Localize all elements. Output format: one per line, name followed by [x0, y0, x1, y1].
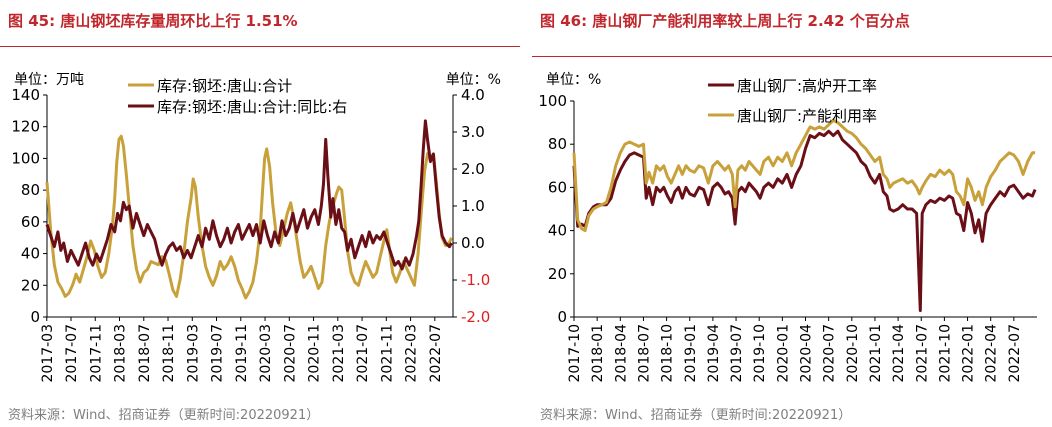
x-tick-label: 2021-11 [379, 324, 395, 383]
y-tick-label: 20 [548, 265, 567, 283]
y2-tick-label: 4.0 [461, 86, 485, 104]
x-tick-label: 2020-11 [307, 324, 323, 383]
y2-tick-label: 0.0 [461, 234, 485, 252]
y-tick-label: 120 [11, 118, 40, 136]
series-line-1 [572, 129, 1037, 312]
x-tick-label: 2022-03 [404, 324, 420, 383]
source-note: 资料来源：Wind、招商证券（更新时间:20220921） [8, 408, 320, 423]
x-tick-label: 2021-07 [914, 324, 930, 383]
title-rule [532, 56, 1052, 57]
y-tick-label: 0 [30, 308, 40, 326]
x-tick-label: 2022-04 [984, 324, 1000, 383]
x-tick-label: 2019-10 [752, 324, 768, 383]
right-axis-unit: 单位：% [446, 72, 501, 88]
y-tick-label: 40 [21, 245, 40, 263]
figure-title: 图 45: 唐山钢坯库存量周环比上行 1.51% [8, 12, 298, 30]
x-tick-label: 2020-04 [799, 324, 815, 383]
y2-tick-label: 1.0 [461, 197, 485, 215]
x-tick-label: 2021-07 [355, 324, 371, 383]
y-tick-label: 60 [21, 213, 40, 231]
left-axis-unit: 单位：% [546, 72, 601, 88]
chart-panel-left: 图 45: 唐山钢坯库存量周环比上行 1.51% 单位：万吨 单位：% 0 20 40 6… [0, 0, 520, 427]
x-tick-label: 2019-01 [683, 324, 699, 383]
x-tick-label: 2018-03 [113, 324, 129, 383]
x-tick-label: 2017-11 [88, 324, 104, 383]
x-tick-label: 2017-07 [64, 324, 80, 383]
x-tick-label: 2019-04 [706, 324, 722, 383]
series-line-2 [45, 119, 453, 271]
y-tick-label: 100 [538, 92, 567, 110]
x-tick-label: 2021-10 [937, 324, 953, 383]
x-tick-label: 2017-10 [567, 324, 583, 383]
source-note: 资料来源：Wind、招商证券（更新时间:20220921） [540, 408, 852, 423]
x-tick-label: 2022-01 [961, 324, 977, 383]
x-tick-label: 2020-10 [845, 324, 861, 383]
x-tick-label: 2022-07 [1007, 324, 1023, 383]
chart-panel-right: 图 46: 唐山钢厂产能利用率较上周上行 2.42 个百分点 单位：% 0 20 40… [532, 0, 1052, 427]
y-tick-label: 100 [11, 149, 40, 167]
y-tick-label: 80 [21, 181, 40, 199]
left-axis-unit: 单位：万吨 [14, 72, 84, 88]
x-tick-label: 2020-07 [282, 324, 298, 383]
x-tick-label: 2021-01 [868, 324, 884, 383]
x-tick-label: 2018-10 [660, 324, 676, 383]
x-tick-label: 2020-03 [258, 324, 274, 383]
inventory-chart: 单位：万吨 单位：% 0 20 40 60 80 100 120 140 -2.0 -1.0 0.0 1.… [11, 72, 501, 383]
figure-title: 图 46: 唐山钢厂产能利用率较上周上行 2.42 个百分点 [540, 12, 910, 30]
x-tick-label: 2020-01 [775, 324, 791, 383]
legend-label: 库存:钢坯:唐山:合计:同比:右 [157, 98, 347, 116]
series-line-2 [572, 118, 1036, 233]
x-tick-label: 2018-11 [161, 324, 177, 383]
utilization-chart: 单位：% 0 20 40 60 80 100 2017-10 2018-01 2018-04 201… [538, 72, 1037, 383]
title-rule [0, 46, 520, 47]
x-tick-label: 2021-04 [891, 324, 907, 383]
y2-tick-label: -2.0 [461, 308, 490, 326]
x-tick-label: 2019-07 [210, 324, 226, 383]
x-tick-label: 2019-11 [234, 324, 250, 383]
y2-tick-label: -1.0 [461, 271, 490, 289]
y-tick-label: 80 [548, 135, 567, 153]
y-tick-label: 140 [11, 86, 40, 104]
y2-tick-label: 2.0 [461, 160, 485, 178]
y-tick-label: 60 [548, 178, 567, 196]
y-tick-label: 0 [557, 308, 567, 326]
x-tick-label: 2018-04 [613, 324, 629, 383]
x-tick-label: 2018-07 [137, 324, 153, 383]
x-tick-label: 2019-07 [729, 324, 745, 383]
x-tick-label: 2018-07 [636, 324, 652, 383]
x-tick-label: 2017-03 [40, 324, 56, 383]
x-tick-label: 2020-07 [822, 324, 838, 383]
x-tick-label: 2018-01 [590, 324, 606, 383]
y-tick-label: 20 [21, 276, 40, 294]
legend-label: 唐山钢厂:产能利用率 [737, 107, 877, 125]
x-tick-label: 2021-03 [331, 324, 347, 383]
y2-tick-label: 3.0 [461, 123, 485, 141]
series-line-1 [45, 134, 453, 300]
legend-label: 库存:钢坯:唐山:合计 [157, 77, 292, 95]
legend-label: 唐山钢厂:高炉开工率 [737, 77, 877, 95]
x-tick-label: 2022-07 [428, 324, 444, 383]
x-tick-label: 2019-03 [185, 324, 201, 383]
y-tick-label: 40 [548, 222, 567, 240]
